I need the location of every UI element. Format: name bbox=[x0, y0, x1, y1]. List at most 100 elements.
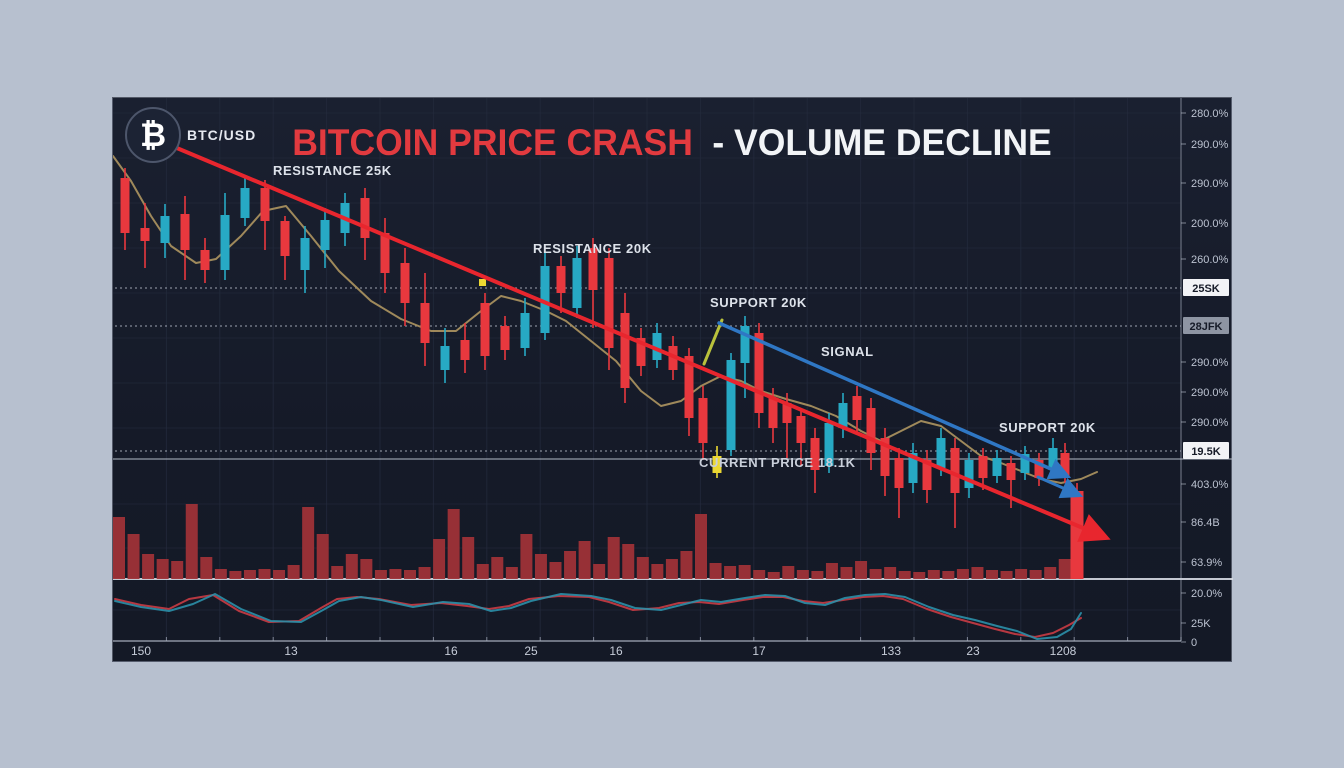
price-tag-label: 25SK bbox=[1192, 283, 1220, 295]
y-axis-label: 290.0% bbox=[1191, 387, 1229, 399]
volume-bar bbox=[971, 567, 984, 579]
volume-bar bbox=[622, 544, 635, 579]
volume-bar bbox=[942, 571, 955, 579]
volume-bar bbox=[724, 566, 737, 579]
x-axis-label: 133 bbox=[881, 644, 901, 658]
volume-bar bbox=[229, 571, 242, 579]
moving-average-line bbox=[113, 155, 1098, 484]
candle-body bbox=[480, 303, 490, 356]
candle-body bbox=[684, 356, 694, 418]
y-axis-label: 290.0% bbox=[1191, 417, 1229, 429]
volume-bar bbox=[156, 559, 169, 579]
candle-body bbox=[300, 238, 310, 270]
volume-bar bbox=[476, 564, 489, 579]
volume-bar bbox=[258, 569, 271, 579]
volume-bar bbox=[418, 567, 431, 579]
volume-bar bbox=[986, 570, 998, 579]
y-axis-label: 280.0% bbox=[1191, 108, 1229, 120]
candle-body bbox=[1020, 454, 1030, 473]
y-axis-label: 25K bbox=[1191, 618, 1211, 630]
candle-body bbox=[280, 221, 290, 256]
price-tag bbox=[1183, 279, 1229, 296]
x-axis-label: 25 bbox=[524, 644, 538, 658]
price-tag-label: 28JFK bbox=[1189, 321, 1222, 333]
volume-bar bbox=[782, 566, 795, 579]
volume-bar bbox=[564, 551, 577, 579]
candle-body bbox=[200, 250, 210, 270]
candle-body bbox=[1006, 463, 1016, 480]
volume-bar bbox=[593, 564, 606, 579]
volume-bar bbox=[549, 562, 562, 579]
x-axis-label: 150 bbox=[131, 644, 151, 658]
y-axis-label: 200.0% bbox=[1191, 218, 1229, 230]
volume-bar bbox=[287, 565, 300, 579]
volume-bar bbox=[840, 567, 853, 579]
candle-body bbox=[604, 258, 614, 348]
candle-body bbox=[240, 188, 250, 218]
volume-bar bbox=[855, 561, 868, 579]
volume-bar bbox=[243, 570, 256, 579]
candle-body bbox=[880, 438, 890, 476]
candle-body bbox=[420, 303, 430, 343]
signal-blue-arrow-icon bbox=[1046, 458, 1072, 480]
candle-body bbox=[768, 398, 778, 428]
volume-bar bbox=[462, 537, 475, 579]
volume-bar bbox=[680, 551, 693, 579]
yellow-dot-marker bbox=[479, 279, 486, 286]
y-axis-label: 290.0% bbox=[1191, 357, 1229, 369]
volume-bar bbox=[433, 539, 446, 579]
price-tag bbox=[1183, 442, 1229, 459]
volume-bar bbox=[185, 504, 198, 579]
price-chart: 280.0% 290.0% 290.0% 200.0% 260.0% 290.0% 290.… bbox=[113, 98, 1233, 658]
volume-bar bbox=[127, 534, 140, 579]
volume-bar bbox=[404, 570, 416, 579]
candle-body bbox=[320, 220, 330, 250]
candle-body bbox=[440, 346, 450, 370]
candle-body bbox=[1060, 453, 1070, 476]
candle-body bbox=[620, 313, 630, 388]
y-axis-label: 63.9% bbox=[1191, 557, 1222, 569]
y-axis-label: 260.0% bbox=[1191, 254, 1229, 266]
volume-bar bbox=[505, 567, 518, 579]
volume-bar bbox=[142, 554, 155, 579]
price-tag bbox=[1183, 317, 1229, 334]
volume-bar bbox=[738, 565, 751, 579]
olive-segment bbox=[702, 318, 724, 366]
volume-bar bbox=[447, 509, 460, 579]
x-axis-label: 23 bbox=[966, 644, 980, 658]
candle-body bbox=[936, 438, 946, 468]
candle-body bbox=[572, 258, 582, 308]
volume-bar bbox=[884, 567, 897, 579]
signal-blue-line bbox=[717, 321, 1053, 471]
volume-bar bbox=[651, 564, 664, 579]
candle-body bbox=[588, 248, 598, 290]
volume-bar bbox=[811, 571, 824, 579]
volume-bar bbox=[927, 570, 940, 579]
candle-body bbox=[460, 340, 470, 360]
volume-bar bbox=[636, 557, 649, 579]
downtrend-red-arrow-icon bbox=[1077, 514, 1111, 542]
candle-body bbox=[992, 458, 1002, 476]
candle-body bbox=[120, 178, 130, 233]
candle-body bbox=[520, 313, 530, 348]
y-axis-label: 403.0% bbox=[1191, 479, 1229, 491]
candle-body bbox=[852, 396, 862, 420]
volume-bar bbox=[113, 517, 125, 579]
x-axis-label: 16 bbox=[444, 644, 458, 658]
candle-body bbox=[698, 398, 708, 443]
volume-bar bbox=[1000, 571, 1013, 579]
candle-body bbox=[964, 460, 974, 488]
volume-bar bbox=[796, 570, 809, 579]
candle-body bbox=[908, 453, 918, 483]
chart-panel: 280.0% 290.0% 290.0% 200.0% 260.0% 290.0% 290.… bbox=[112, 97, 1233, 662]
candle-body bbox=[540, 266, 550, 333]
candle-body bbox=[950, 448, 960, 493]
volume-bar bbox=[491, 557, 504, 579]
candle-body bbox=[180, 214, 190, 250]
candle-body bbox=[740, 326, 750, 363]
volume-bar bbox=[913, 572, 926, 579]
volume-bar bbox=[520, 534, 533, 579]
volume-bar bbox=[534, 554, 547, 579]
volume-bar bbox=[898, 571, 911, 579]
